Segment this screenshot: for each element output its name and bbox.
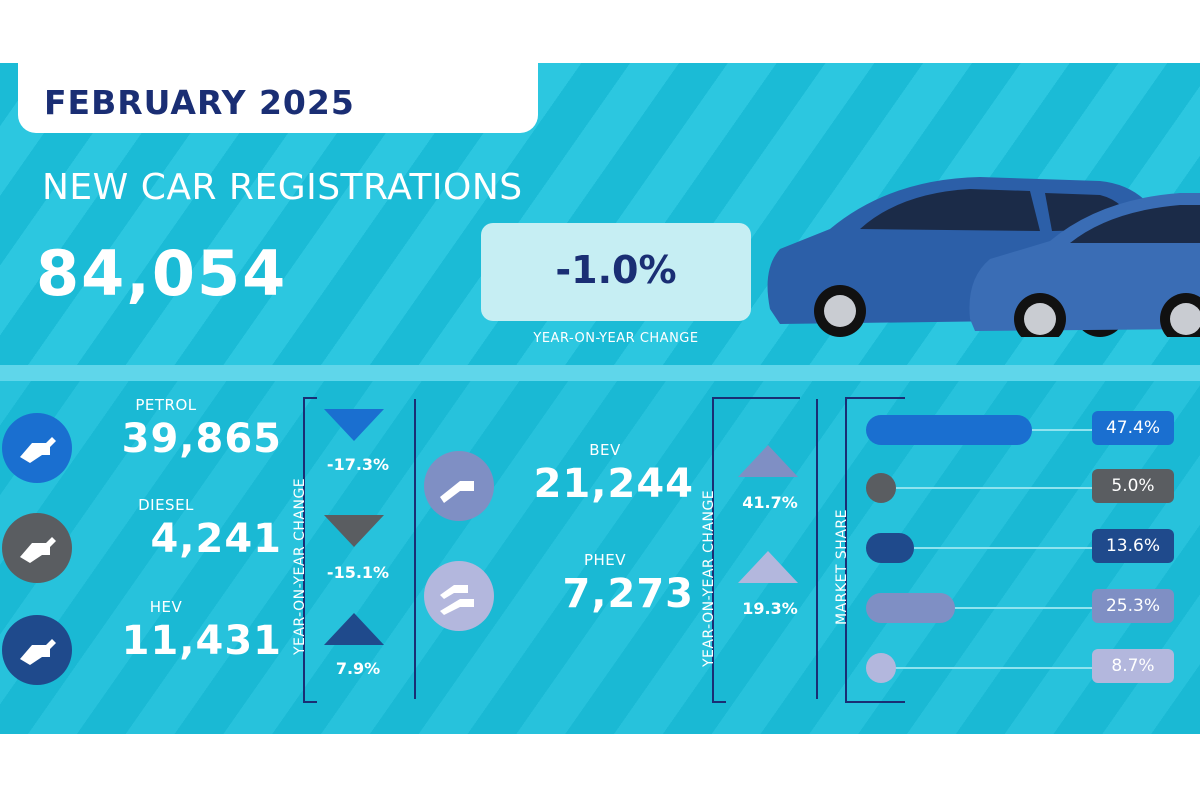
market-share-bar <box>866 653 897 683</box>
market-share-row: 47.4% <box>866 411 1186 445</box>
month-title: FEBRUARY 2025 <box>44 83 355 122</box>
hev-change: 7.9% <box>335 659 381 678</box>
petrol-value: 39,865 <box>121 416 282 462</box>
market-share-bar <box>866 473 896 503</box>
hev-value: 11,431 <box>121 618 282 664</box>
market-share-bar <box>866 593 955 623</box>
page-title: NEW CAR REGISTRATIONS <box>42 167 523 208</box>
divider <box>816 399 818 699</box>
market-share-value: 13.6% <box>1092 529 1174 563</box>
hev-label: HEV <box>149 598 183 616</box>
hybrid-plug-icon <box>424 561 494 631</box>
diesel-value: 4,241 <box>150 516 282 562</box>
market-share-label: MARKET SHARE <box>834 509 850 625</box>
bracket-cap <box>712 397 800 399</box>
fuel-pump-icon <box>2 413 72 483</box>
down-arrow-icon <box>324 409 384 441</box>
market-share-bar <box>866 415 1032 445</box>
yoy-change-label: YEAR-ON-YEAR CHANGE <box>533 331 699 346</box>
divider <box>414 399 416 699</box>
up-arrow-icon <box>738 551 798 583</box>
yoy-vertical-label-right: YEAR-ON-YEAR CHANGE <box>701 489 717 667</box>
yoy-box <box>481 223 751 321</box>
bracket-right <box>712 397 714 703</box>
diesel-change: -15.1% <box>326 563 390 582</box>
bracket-cap <box>845 397 905 399</box>
month-banner <box>18 63 538 133</box>
up-arrow-icon <box>324 613 384 645</box>
market-share-line <box>876 487 1096 489</box>
market-share-value: 47.4% <box>1092 411 1174 445</box>
market-share-bar <box>866 533 914 563</box>
yoy-change-value: -1.0% <box>555 248 677 292</box>
market-share-value: 5.0% <box>1092 469 1174 503</box>
market-share-row: 8.7% <box>866 649 1186 683</box>
market-share-line <box>876 547 1096 549</box>
infographic: FEBRUARY 2025 NEW CAR REGISTRATIONS 84,0… <box>0 63 1200 734</box>
bracket-cap <box>845 701 905 703</box>
bev-value: 21,244 <box>533 461 694 507</box>
bev-label: BEV <box>589 441 621 459</box>
market-share-value: 25.3% <box>1092 589 1174 623</box>
market-share-row: 25.3% <box>866 589 1186 623</box>
yoy-vertical-label-left: YEAR-ON-YEAR CHANGE <box>292 477 308 655</box>
phev-label: PHEV <box>583 551 627 569</box>
fuel-pump-icon <box>2 615 72 685</box>
market-share-value: 8.7% <box>1092 649 1174 683</box>
bracket-cap <box>303 397 317 399</box>
down-arrow-icon <box>324 515 384 547</box>
petrol-change: -17.3% <box>326 455 390 474</box>
fuel-pump-icon <box>2 513 72 583</box>
cars-illustration <box>767 177 1200 337</box>
market-share-row: 13.6% <box>866 529 1186 563</box>
market-share-line <box>876 667 1096 669</box>
market-share-row: 5.0% <box>866 469 1186 503</box>
phev-value: 7,273 <box>562 571 694 617</box>
bracket-cap <box>712 701 726 703</box>
bracket-share <box>845 397 847 703</box>
diesel-label: DIESEL <box>138 496 194 514</box>
up-arrow-icon <box>738 445 798 477</box>
market-share-line <box>876 607 1096 609</box>
total-registrations: 84,054 <box>36 237 288 310</box>
phev-change: 19.3% <box>742 599 798 618</box>
petrol-label: PETROL <box>135 396 197 414</box>
bracket-left <box>303 397 305 703</box>
bracket-cap <box>303 701 317 703</box>
charging-plug-icon <box>424 451 494 521</box>
bev-change: 41.7% <box>742 493 798 512</box>
